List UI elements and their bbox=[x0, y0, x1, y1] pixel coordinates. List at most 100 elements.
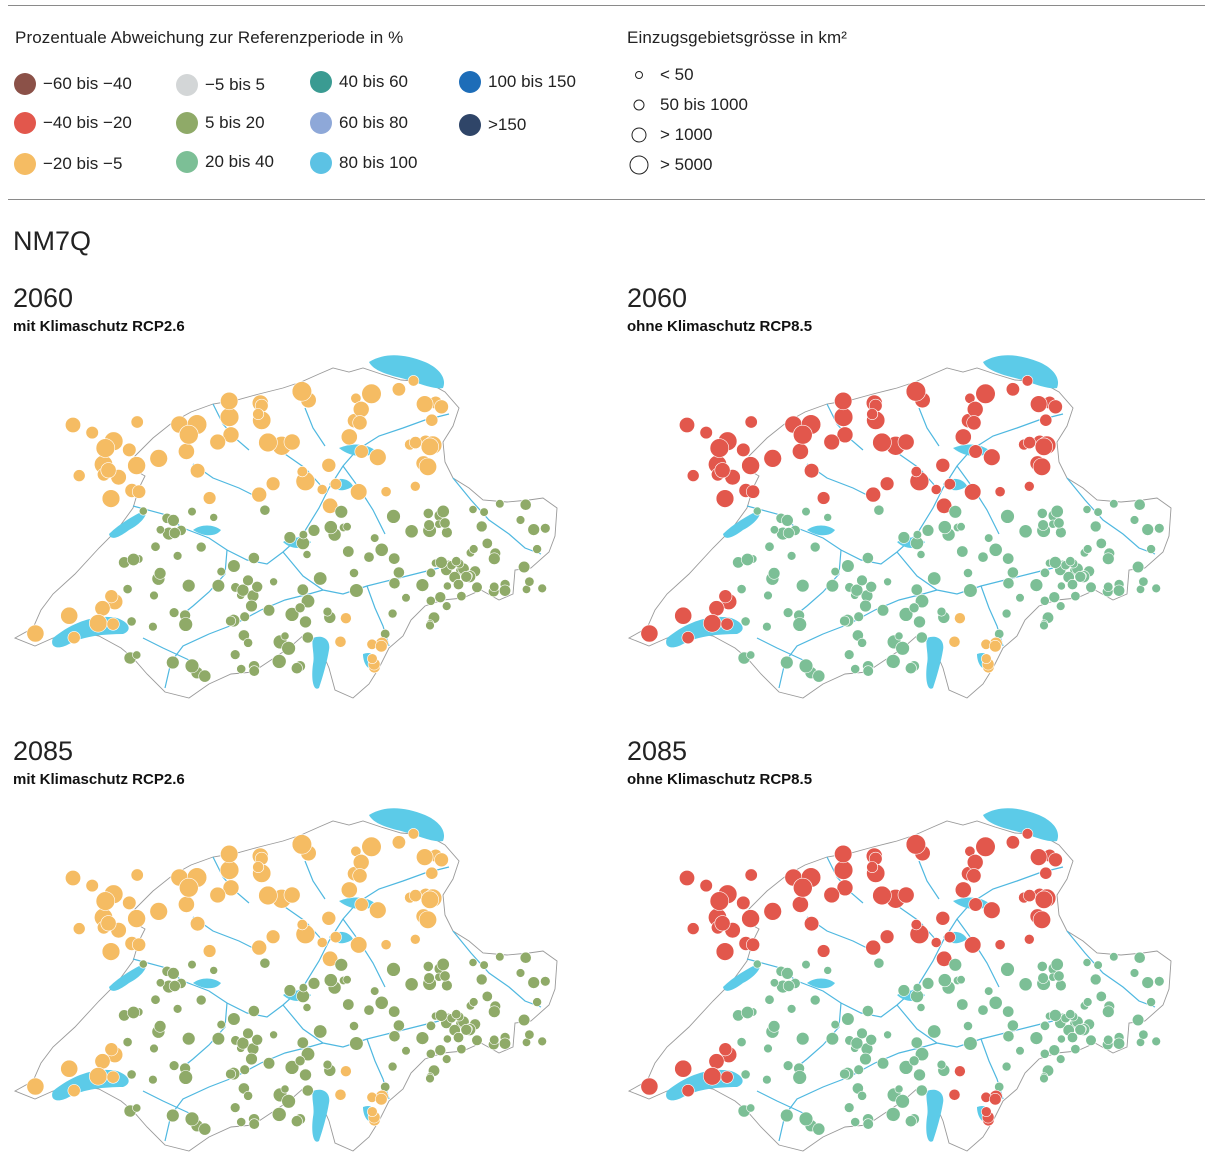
station-marker bbox=[1093, 960, 1103, 970]
station-marker bbox=[1138, 1029, 1149, 1040]
station-marker bbox=[1048, 1009, 1062, 1022]
station-marker bbox=[954, 428, 972, 446]
station-marker bbox=[126, 1069, 137, 1080]
lake-shape bbox=[926, 636, 944, 689]
station-marker bbox=[259, 957, 271, 969]
station-marker bbox=[857, 637, 867, 648]
station-marker bbox=[540, 976, 551, 987]
station-marker bbox=[418, 457, 438, 476]
station-marker bbox=[386, 962, 401, 977]
station-marker bbox=[930, 937, 942, 948]
station-marker bbox=[532, 997, 542, 1007]
station-marker bbox=[280, 631, 290, 641]
station-marker bbox=[366, 653, 378, 665]
station-marker bbox=[1146, 544, 1156, 554]
station-marker bbox=[149, 902, 168, 921]
legend-swatch bbox=[310, 71, 332, 93]
legend-swatch bbox=[176, 151, 198, 173]
station-marker bbox=[915, 631, 928, 644]
panel-year: 2060 bbox=[627, 283, 688, 313]
station-marker bbox=[369, 448, 387, 466]
station-marker bbox=[401, 1046, 411, 1056]
legend-label: 80 bis 100 bbox=[339, 153, 418, 172]
station-marker bbox=[26, 624, 45, 643]
station-marker bbox=[674, 606, 693, 625]
station-marker bbox=[415, 578, 430, 592]
station-marker bbox=[1056, 1054, 1066, 1064]
station-marker bbox=[1002, 1005, 1015, 1018]
station-marker bbox=[762, 622, 772, 632]
station-marker bbox=[342, 545, 355, 558]
station-marker bbox=[166, 655, 180, 670]
station-marker bbox=[866, 861, 879, 873]
station-marker bbox=[994, 486, 1006, 498]
station-marker bbox=[983, 448, 1001, 466]
station-marker bbox=[301, 631, 314, 644]
station-marker bbox=[349, 583, 364, 598]
station-marker bbox=[895, 1094, 910, 1109]
lake-shape bbox=[807, 978, 835, 989]
station-marker bbox=[67, 631, 81, 645]
station-marker bbox=[1034, 890, 1054, 909]
station-marker bbox=[243, 637, 253, 648]
station-marker bbox=[148, 622, 158, 632]
station-marker bbox=[290, 662, 303, 675]
station-marker bbox=[407, 828, 420, 840]
station-marker bbox=[714, 915, 731, 932]
station-marker bbox=[762, 1075, 772, 1085]
station-marker bbox=[746, 1103, 756, 1113]
size-label: 50 bis 1000 bbox=[660, 95, 748, 114]
station-marker bbox=[132, 650, 142, 660]
station-marker bbox=[369, 901, 387, 919]
river-line bbox=[304, 407, 326, 447]
station-marker bbox=[291, 381, 313, 402]
station-marker bbox=[1034, 437, 1054, 456]
station-marker bbox=[515, 968, 526, 978]
station-marker bbox=[825, 579, 839, 593]
station-marker bbox=[1102, 1005, 1115, 1018]
station-marker bbox=[518, 560, 531, 574]
station-marker bbox=[434, 852, 449, 868]
station-marker bbox=[1083, 544, 1093, 554]
station-marker bbox=[1032, 457, 1052, 476]
station-marker bbox=[741, 909, 760, 928]
station-marker bbox=[460, 1024, 473, 1036]
station-marker bbox=[251, 581, 263, 593]
station-marker bbox=[853, 1064, 864, 1075]
station-marker bbox=[865, 939, 881, 956]
station-marker bbox=[230, 649, 241, 660]
station-marker bbox=[26, 1077, 45, 1096]
station-marker bbox=[1039, 1048, 1050, 1059]
station-marker bbox=[678, 870, 695, 887]
station-marker bbox=[150, 994, 161, 1005]
station-marker bbox=[1056, 1034, 1066, 1044]
station-marker bbox=[434, 556, 448, 569]
station-marker bbox=[1085, 581, 1097, 593]
station-marker bbox=[460, 571, 473, 583]
station-marker bbox=[1151, 583, 1161, 594]
station-marker bbox=[910, 919, 922, 931]
station-marker bbox=[321, 911, 337, 926]
station-marker bbox=[106, 1070, 120, 1084]
station-marker bbox=[786, 551, 797, 561]
station-marker bbox=[954, 1065, 966, 1078]
station-marker bbox=[498, 584, 511, 597]
station-marker bbox=[921, 524, 935, 537]
station-marker bbox=[436, 504, 450, 518]
station-marker bbox=[342, 998, 355, 1011]
legend-item-class-2: −40 bis −20 bbox=[14, 109, 132, 137]
station-marker bbox=[370, 986, 380, 996]
station-marker bbox=[786, 1004, 797, 1014]
station-marker bbox=[873, 957, 885, 969]
station-marker bbox=[936, 950, 953, 967]
size-legend: < 50 50 bis 1000 > 1000 > 5000 bbox=[626, 60, 946, 190]
station-marker bbox=[122, 584, 133, 594]
station-marker bbox=[930, 484, 942, 495]
station-marker bbox=[299, 615, 312, 629]
lake-shape bbox=[369, 808, 445, 842]
station-marker bbox=[441, 979, 453, 992]
station-marker bbox=[865, 486, 881, 503]
station-marker bbox=[225, 615, 236, 627]
station-marker bbox=[519, 951, 532, 964]
station-marker bbox=[316, 937, 328, 948]
